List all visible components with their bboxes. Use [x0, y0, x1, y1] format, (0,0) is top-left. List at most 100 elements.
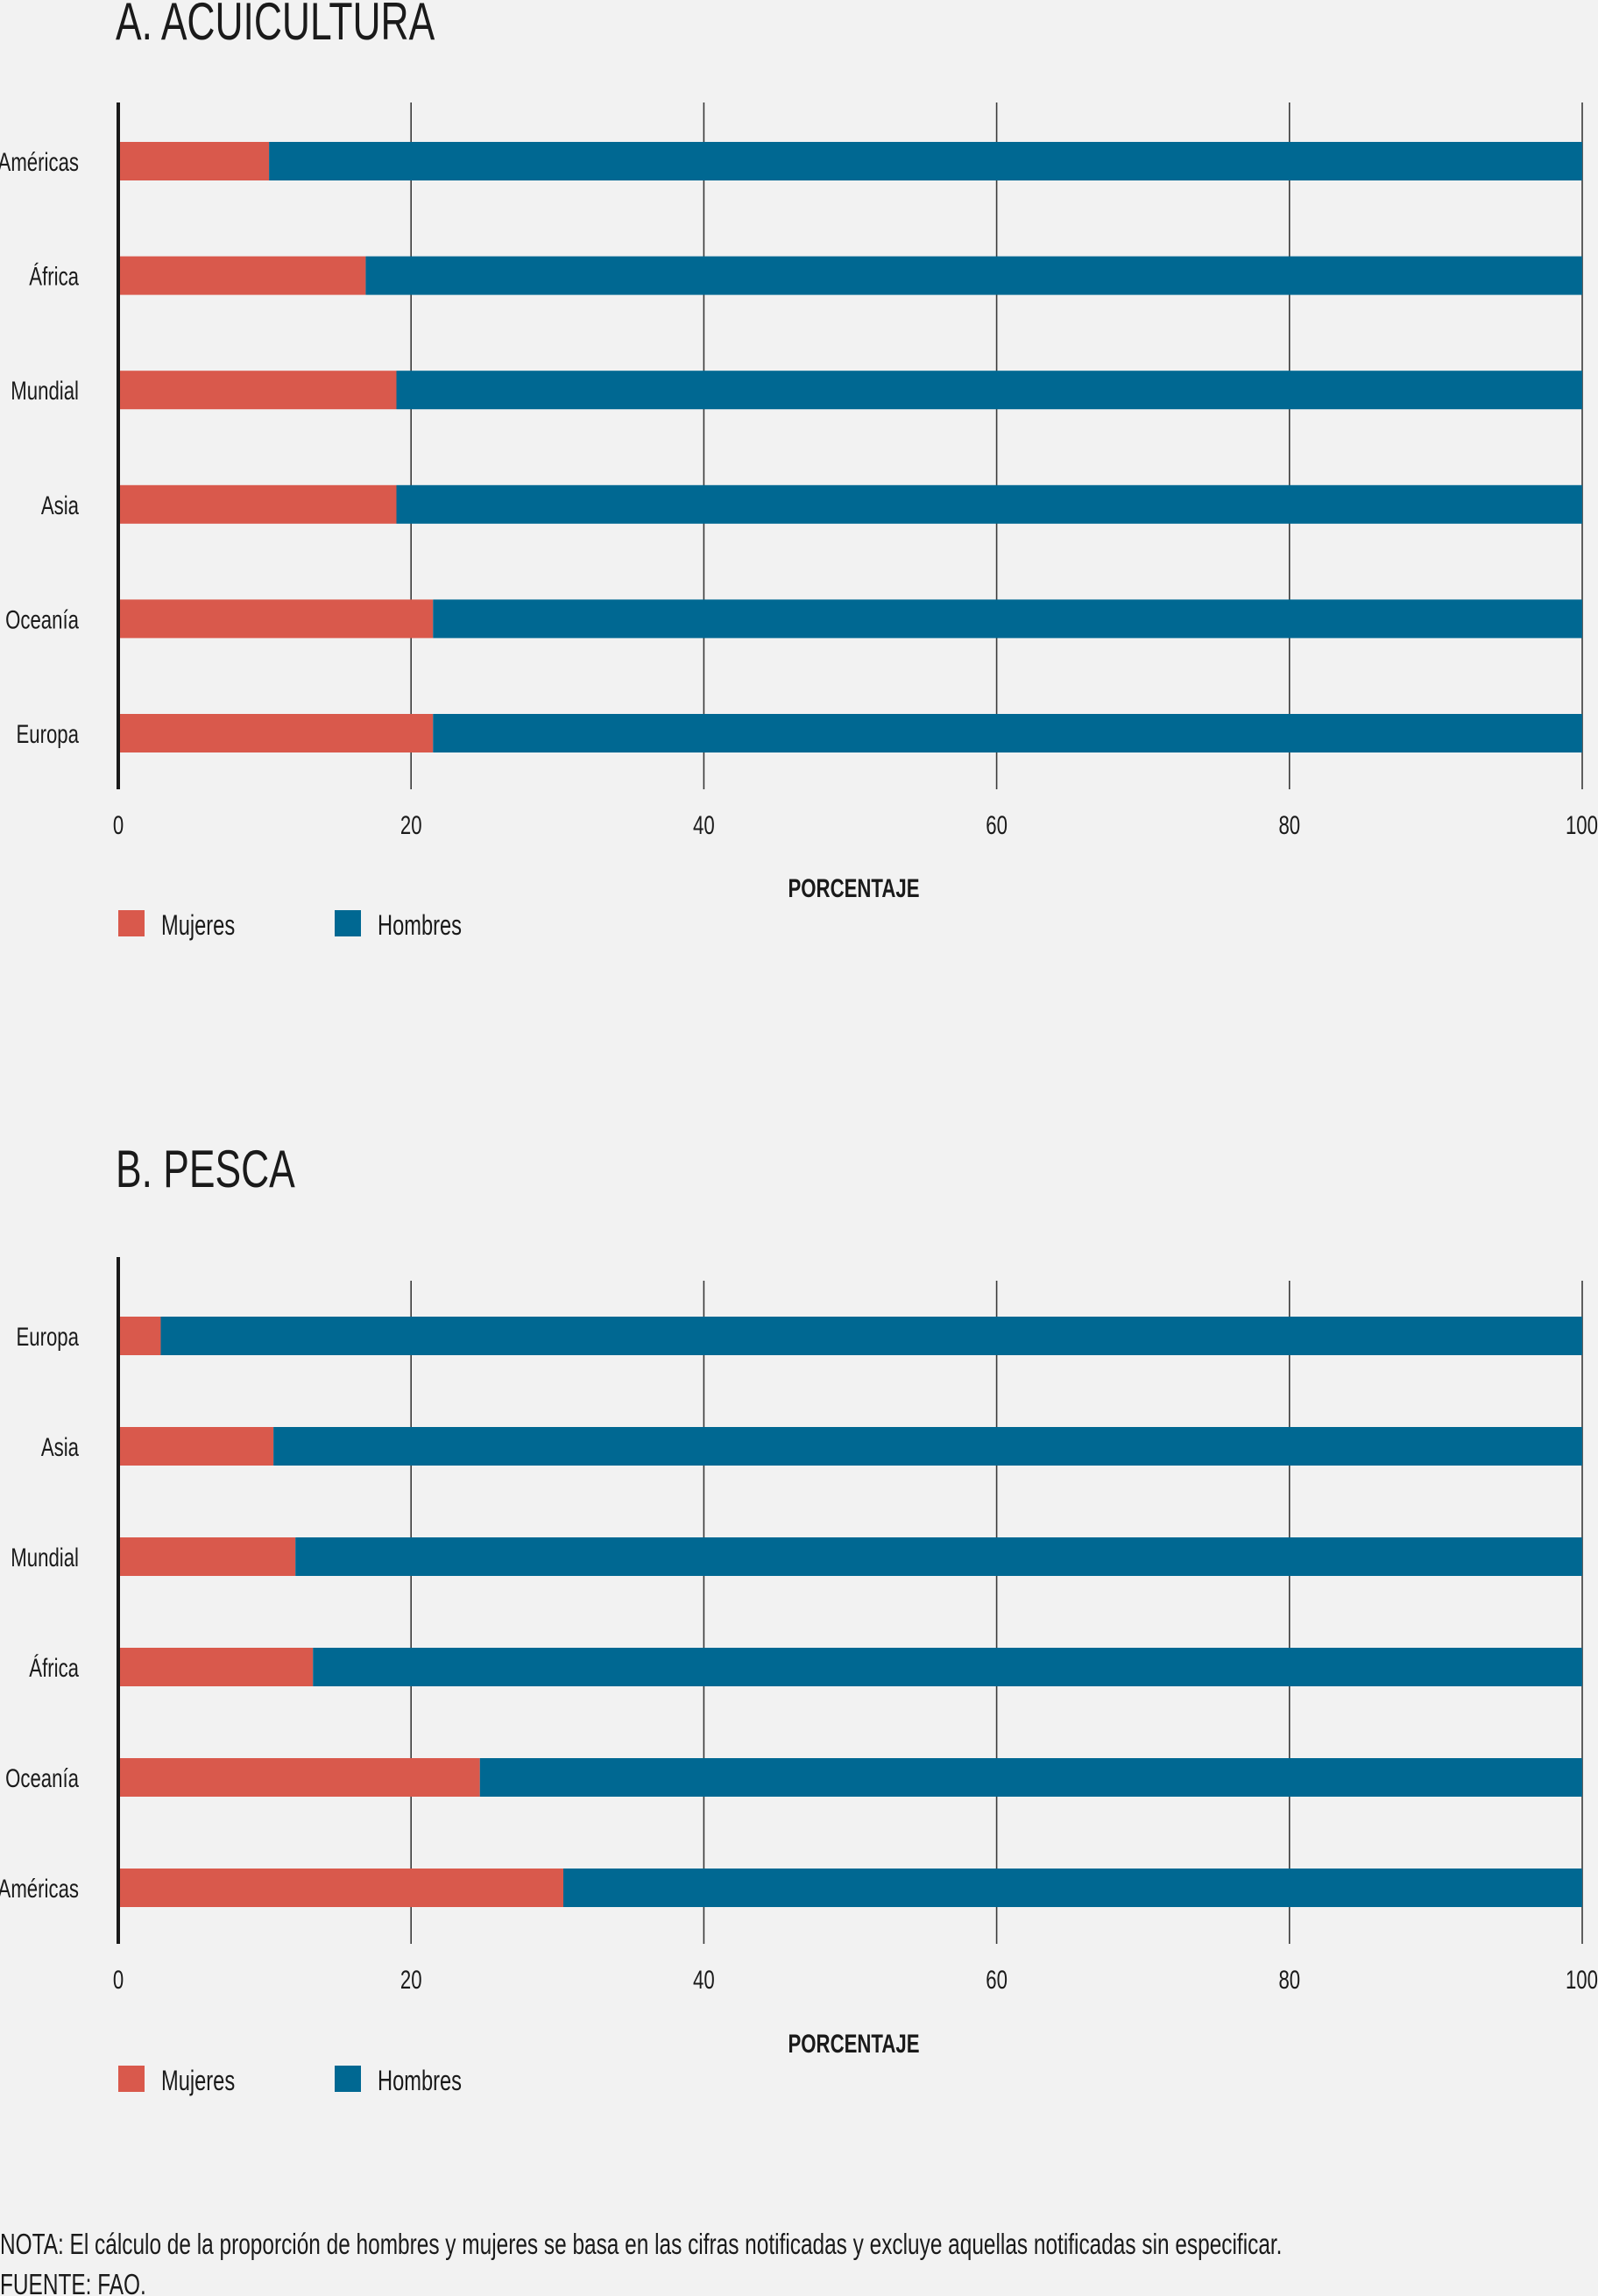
legend-label-group: Mujeres — [161, 2066, 235, 2096]
category-label: Mundial — [11, 376, 79, 406]
category-label-group: África — [29, 1653, 79, 1683]
x-tick-label-group: 100 — [1566, 810, 1598, 840]
bar-hombres — [396, 371, 1582, 410]
x-tick-label-group: 80 — [1278, 1965, 1300, 1995]
bar-mujeres — [118, 1317, 161, 1355]
legend-item-mujeres: Mujeres — [118, 2066, 235, 2096]
x-tick-label-group: 20 — [400, 1965, 422, 1995]
bar-hombres — [479, 1758, 1582, 1797]
x-tick-label: 0 — [113, 1965, 124, 1995]
legend-swatch — [118, 2066, 145, 2092]
x-tick-label-group: 40 — [693, 810, 715, 840]
category-label-group: Oceanía — [5, 604, 79, 634]
category-label-group: Europa — [16, 719, 79, 749]
category-label-group: Américas — [0, 147, 79, 177]
bar-hombres — [269, 142, 1582, 180]
bar-hombres — [433, 714, 1582, 752]
category-label: Asia — [41, 1432, 79, 1462]
legend-item-hombres: Hombres — [335, 910, 462, 941]
chart-acuicultura: A. ACUICULTURA Américas África Mundial Asia O… — [0, 0, 1598, 941]
x-tick-label-group: 100 — [1566, 1965, 1598, 1995]
category-label: África — [29, 1653, 79, 1683]
bar-mujeres — [118, 714, 434, 752]
x-tick-label-group: 40 — [693, 1965, 715, 1995]
source-text: FUENTE: FAO. — [0, 2270, 146, 2296]
bar-hombres — [433, 599, 1582, 639]
x-tick-label: 60 — [986, 810, 1008, 840]
chart-title: A. ACUICULTURA — [116, 0, 435, 52]
category-label: Oceanía — [5, 604, 79, 634]
x-tick-label: 100 — [1566, 810, 1598, 840]
bar-mujeres — [118, 1869, 563, 1907]
x-tick-label-group: 0 — [113, 1965, 124, 1995]
bar-hombres — [273, 1427, 1583, 1466]
bar-mujeres — [118, 484, 397, 524]
bar-mujeres — [118, 1427, 274, 1466]
legend-swatch — [118, 910, 145, 936]
legend-label-group: Hombres — [378, 910, 462, 941]
x-tick-label: 80 — [1278, 1965, 1300, 1995]
category-label-group: Oceanía — [5, 1763, 79, 1793]
legend-item-hombres: Hombres — [335, 2066, 462, 2096]
category-label-group: Mundial — [11, 1543, 79, 1572]
x-tick-label-group: 0 — [113, 810, 124, 840]
chart-title: B. PESCA — [116, 1141, 295, 1199]
bar-hombres — [396, 484, 1582, 524]
legend-label-group: Hombres — [378, 2066, 462, 2096]
x-tick-label: 0 — [113, 810, 124, 840]
x-tick-label-group: 20 — [400, 810, 422, 840]
x-tick-label: 20 — [400, 810, 422, 840]
category-label: Europa — [16, 719, 79, 749]
x-axis-label: PORCENTAJE — [788, 873, 919, 903]
legend-label: Mujeres — [161, 910, 235, 941]
x-tick-label: 80 — [1278, 810, 1300, 840]
category-label: Europa — [16, 1322, 79, 1352]
bar-hombres — [365, 256, 1583, 295]
x-tick-label-group: 60 — [986, 810, 1008, 840]
category-label: Oceanía — [5, 1763, 79, 1793]
bar-mujeres — [118, 371, 397, 410]
legend-label: Hombres — [378, 2066, 462, 2096]
bar-hombres — [295, 1537, 1582, 1576]
category-label: Américas — [0, 1874, 79, 1904]
bar-hombres — [160, 1317, 1583, 1355]
bar-mujeres — [118, 142, 270, 180]
category-label: Mundial — [11, 1543, 79, 1572]
x-tick-label: 60 — [986, 1965, 1008, 1995]
legend-label: Mujeres — [161, 2066, 235, 2096]
category-label: África — [29, 261, 79, 291]
x-axis-label-group: PORCENTAJE — [788, 873, 919, 903]
category-label-group: Asia — [41, 491, 79, 520]
category-label-group: Europa — [16, 1322, 79, 1352]
chart-pesca: B. PESCA Europa Asia Mundial África Oceanía Am… — [0, 1141, 1598, 2096]
bar-mujeres — [118, 1537, 296, 1576]
bar-mujeres — [118, 599, 434, 639]
note-text: NOTA: El cálculo de la proporción de hom… — [0, 2229, 1282, 2261]
bar-hombres — [562, 1869, 1582, 1907]
category-label: Asia — [41, 491, 79, 520]
chart-title-group: B. PESCA — [116, 1141, 295, 1199]
legend-label: Hombres — [378, 910, 462, 941]
bar-mujeres — [118, 1758, 480, 1797]
category-label-group: África — [29, 261, 79, 291]
legend-swatch — [335, 910, 361, 936]
category-label-group: Asia — [41, 1432, 79, 1462]
notes: NOTA: El cálculo de la proporción de hom… — [0, 2229, 1282, 2296]
bar-hombres — [313, 1648, 1582, 1686]
x-tick-label: 100 — [1566, 1965, 1598, 1995]
legend-swatch — [335, 2066, 361, 2092]
bar-mujeres — [118, 256, 366, 295]
legend-label-group: Mujeres — [161, 910, 235, 941]
x-tick-label: 40 — [693, 1965, 715, 1995]
x-tick-label: 20 — [400, 1965, 422, 1995]
x-tick-label: 40 — [693, 810, 715, 840]
category-label-group: Mundial — [11, 376, 79, 406]
x-axis-label-group: PORCENTAJE — [788, 2029, 919, 2059]
bar-mujeres — [118, 1648, 314, 1686]
x-tick-label-group: 60 — [986, 1965, 1008, 1995]
category-label: Américas — [0, 147, 79, 177]
x-axis-label: PORCENTAJE — [788, 2029, 919, 2059]
legend-item-mujeres: Mujeres — [118, 910, 235, 941]
x-tick-label-group: 80 — [1278, 810, 1300, 840]
